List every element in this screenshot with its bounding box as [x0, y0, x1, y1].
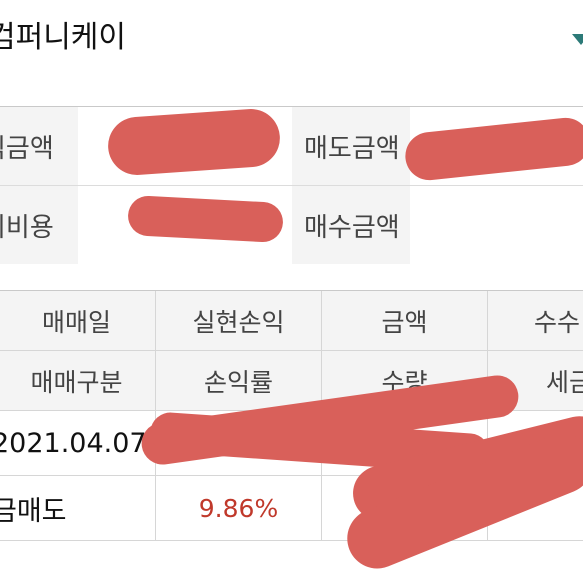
- header-amount: 금액: [322, 291, 488, 351]
- header-realized-profit: 실현손익: [156, 291, 322, 351]
- row-profit-rate[interactable]: 9.86%: [156, 476, 322, 541]
- header-profit-rate: 손익률: [156, 351, 322, 411]
- header-trade-date: 매매일: [0, 291, 156, 351]
- header-trade-type: 매매구분: [0, 351, 156, 411]
- account-selector[interactable]: 컴퍼니케이: [0, 0, 583, 82]
- account-name: 컴퍼니케이: [0, 20, 126, 55]
- sell-amount-label: 매도금액: [292, 107, 410, 185]
- redaction: [106, 107, 282, 177]
- profit-amount-label: 익금액: [0, 107, 78, 185]
- section-gap: [0, 80, 583, 106]
- row-trade-type[interactable]: 금매도: [0, 476, 156, 541]
- redaction: [127, 194, 284, 244]
- chevron-down-icon[interactable]: [572, 34, 583, 45]
- cost-label: 비비용: [0, 186, 78, 264]
- section-gap: [0, 264, 583, 290]
- header-commission: 수수: [488, 291, 583, 351]
- buy-amount-value: [410, 186, 583, 264]
- summary-table: 익금액 매도금액 비비용 매수금액: [0, 106, 583, 266]
- buy-amount-label: 매수금액: [292, 186, 410, 264]
- row-trade-date[interactable]: 2021.04.07: [0, 411, 156, 476]
- trade-table: 매매일 실현손익 금액 수수 매매구분 손익률 수량 세금 2021.04.07…: [0, 290, 583, 578]
- row-divider: [0, 185, 583, 186]
